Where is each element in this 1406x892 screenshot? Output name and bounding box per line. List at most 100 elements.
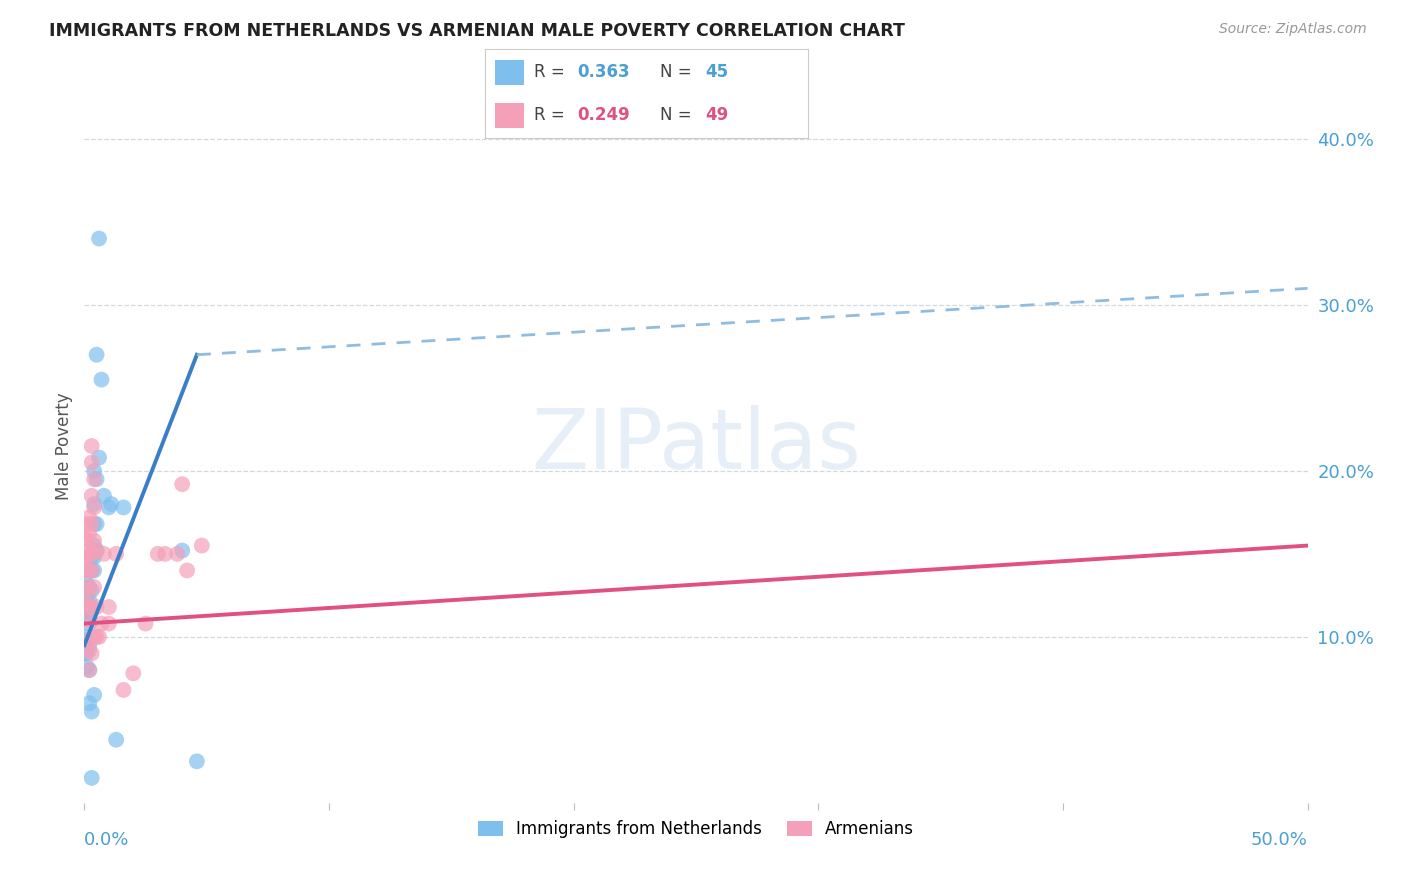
Point [73,550,96,565]
Point [76,599,98,614]
Point [86,543,108,558]
Point [172,543,194,558]
Point [86,630,108,644]
Point [77,605,100,619]
Text: 0.363: 0.363 [578,63,630,81]
Point [135,616,157,631]
Legend: Immigrants from Netherlands, Armenians: Immigrants from Netherlands, Armenians [471,814,921,845]
Point [80,599,103,614]
Point [87,231,110,245]
Point [87,630,110,644]
Point [100,497,122,511]
Point [105,547,128,561]
Text: 50.0%: 50.0% [1251,831,1308,849]
Point [83,550,105,565]
Point [86,599,108,614]
Point [83,472,105,486]
Point [77,583,100,598]
Point [80,564,103,578]
Point [76,588,98,602]
Point [83,630,105,644]
Point [80,771,103,785]
Point [76,516,98,531]
Point [73,647,96,661]
Point [76,633,98,648]
Point [112,682,135,697]
Text: ZIPatlas: ZIPatlas [531,406,860,486]
Point [76,564,98,578]
Point [80,564,103,578]
Point [77,616,100,631]
FancyBboxPatch shape [495,103,524,128]
Point [76,659,98,673]
Point [76,647,98,661]
Point [105,732,128,747]
Point [77,663,100,677]
Point [77,599,100,614]
Point [77,643,100,657]
Point [90,616,112,631]
Point [76,613,98,627]
Point [77,564,100,578]
Text: R =: R = [533,63,569,81]
Point [76,633,98,648]
Point [112,500,135,515]
Point [80,516,103,531]
Point [77,580,100,594]
Point [76,576,98,591]
Point [77,510,100,524]
Text: 45: 45 [704,63,728,81]
Point [186,754,208,768]
Text: 0.249: 0.249 [578,106,630,124]
Y-axis label: Male Poverty: Male Poverty [55,392,73,500]
Point [76,597,98,611]
Point [80,599,103,614]
Point [76,533,98,548]
Text: N =: N = [659,63,696,81]
Point [80,489,103,503]
Text: R =: R = [533,106,569,124]
Point [80,456,103,470]
Point [93,547,115,561]
Point [83,688,105,702]
Point [83,464,105,478]
Point [83,564,105,578]
Point [80,705,103,719]
Point [73,530,96,544]
Point [86,348,108,362]
Point [80,439,103,453]
Text: Source: ZipAtlas.com: Source: ZipAtlas.com [1219,22,1367,37]
Text: 49: 49 [704,106,728,124]
Point [77,543,100,558]
Text: 0.0%: 0.0% [84,831,129,849]
Point [77,593,100,607]
Point [76,610,98,624]
FancyBboxPatch shape [495,60,524,85]
Point [77,564,100,578]
Point [166,547,188,561]
Point [97,500,120,515]
Point [83,533,105,548]
Point [86,472,108,486]
Point [97,599,120,614]
Point [77,696,100,710]
Point [172,477,194,491]
Point [93,489,115,503]
Point [83,580,105,594]
Point [73,605,96,619]
Point [83,516,105,531]
Point [122,666,145,681]
Point [76,550,98,565]
Point [83,539,105,553]
Point [146,547,169,561]
Text: IMMIGRANTS FROM NETHERLANDS VS ARMENIAN MALE POVERTY CORRELATION CHART: IMMIGRANTS FROM NETHERLANDS VS ARMENIAN … [49,22,905,40]
Point [80,583,103,598]
Point [86,516,108,531]
Point [87,450,110,465]
Point [80,547,103,561]
Point [80,647,103,661]
Point [77,638,100,652]
Point [77,527,100,541]
Point [97,616,120,631]
Point [153,547,176,561]
